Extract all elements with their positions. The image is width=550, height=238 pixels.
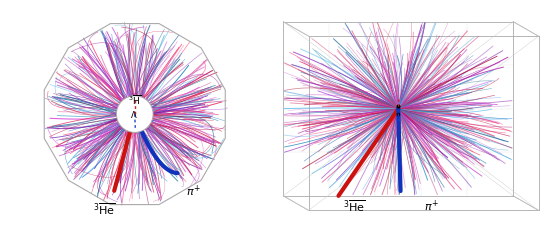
Text: $\Lambda$: $\Lambda$ bbox=[130, 109, 138, 120]
Circle shape bbox=[117, 96, 153, 132]
Text: $\pi^{+}$: $\pi^{+}$ bbox=[424, 199, 438, 214]
Text: $^{3}\overline{\mathrm{He}}$: $^{3}\overline{\mathrm{He}}$ bbox=[343, 198, 366, 214]
Text: $\pi^{+}$: $\pi^{+}$ bbox=[186, 184, 200, 199]
Text: $^{3}\overline{\mathrm{He}}$: $^{3}\overline{\mathrm{He}}$ bbox=[93, 201, 116, 217]
Text: $^{3}\overline{\mathrm{H}}$: $^{3}\overline{\mathrm{H}}$ bbox=[128, 94, 141, 107]
